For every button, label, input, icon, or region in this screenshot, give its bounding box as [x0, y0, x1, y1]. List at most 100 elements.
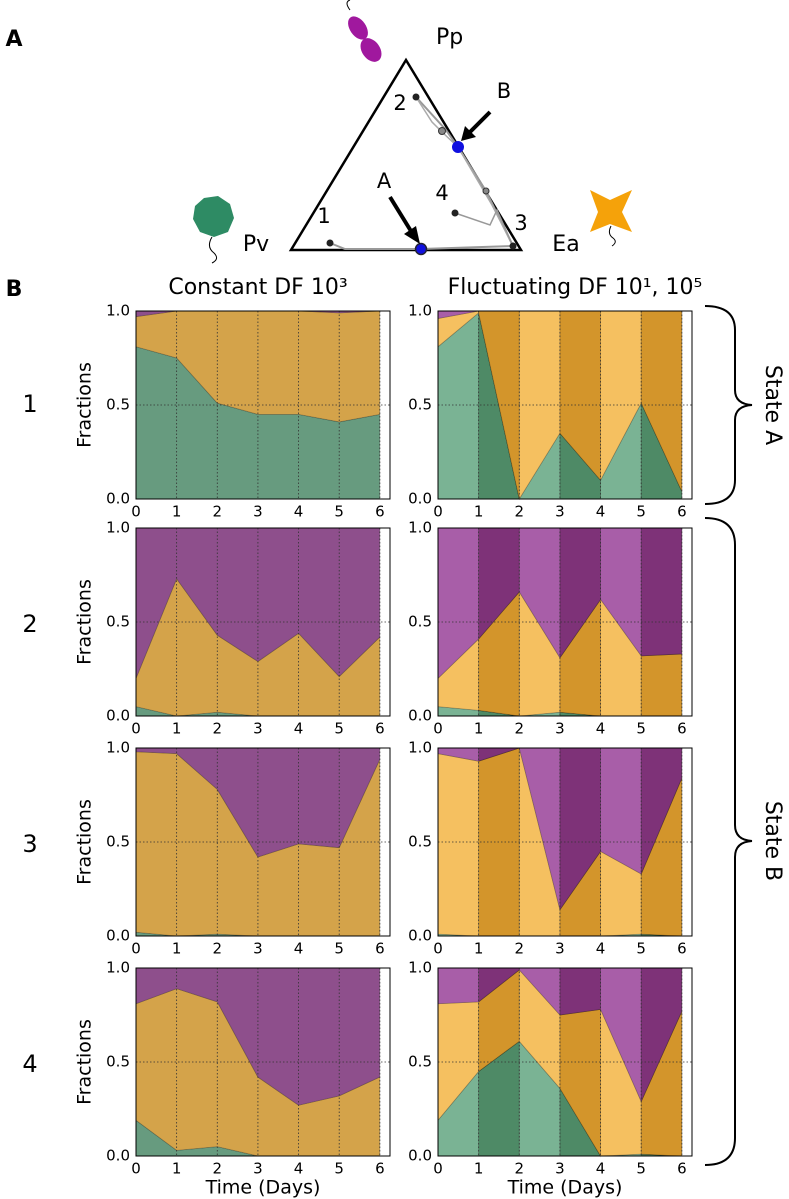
plot-frame	[437, 527, 693, 717]
x-tick-label: 5	[636, 503, 646, 521]
y-tick-label: 0.5	[106, 1053, 130, 1071]
state-label: B	[497, 79, 511, 103]
x-tick-label: 2	[515, 940, 525, 958]
y-tick-label: 1.0	[408, 302, 432, 320]
x-tick-label: 5	[334, 720, 344, 738]
point-label: 3	[514, 211, 527, 235]
y-tick-label: 0.5	[106, 833, 130, 851]
chart: 0 1 2 3 4 5 6 0.0 0.5 1.0	[408, 739, 693, 958]
x-tick-label: 3	[253, 1160, 263, 1178]
x-tick-label: 3	[555, 503, 565, 521]
y-tick-label: 1.0	[106, 519, 130, 537]
y-tick-label: 1.0	[408, 519, 432, 537]
row-label: 2	[22, 610, 37, 638]
panel-label: B	[6, 277, 23, 302]
trajectory	[329, 242, 514, 250]
x-tick-label: 1	[172, 940, 182, 958]
y-tick-label: 0.0	[106, 1147, 130, 1165]
point-label: 1	[317, 204, 330, 228]
x-tick-label: 2	[213, 720, 223, 738]
vertex-label: Ea	[552, 232, 579, 257]
panel-label: A	[5, 27, 22, 52]
state-label: State A	[760, 365, 785, 445]
trajectory	[454, 208, 514, 247]
x-tick-label: 5	[636, 1160, 646, 1178]
x-tick-label: 0	[131, 720, 141, 738]
plot-frame	[135, 747, 391, 937]
x-tick-label: 2	[213, 503, 223, 521]
area-shade	[640, 653, 683, 717]
x-tick-label: 0	[433, 503, 443, 521]
x-tick-label: 0	[433, 940, 443, 958]
x-tick-label: 4	[294, 720, 304, 738]
chart: 0 1 2 3 4 5 6 0.0 0.5 1.0	[408, 302, 693, 521]
x-tick-label: 4	[294, 503, 304, 521]
x-tick-label: 5	[334, 1160, 344, 1178]
brace	[704, 517, 753, 1166]
plot-frame	[437, 747, 693, 937]
ternary: Pp Pv Ea 1 2 3 4 A B	[193, 0, 632, 264]
x-tick-label: 1	[474, 1160, 484, 1178]
x-tick-label: 3	[555, 1160, 565, 1178]
y-tick-label: 0.5	[106, 396, 130, 414]
x-tick-label: 0	[131, 1160, 141, 1178]
y-tick-label: 1.0	[106, 739, 130, 757]
x-tick-label: 5	[334, 940, 344, 958]
point-label: 2	[393, 91, 406, 115]
y-tick-label: 0.0	[106, 707, 130, 725]
x-tick-label: 2	[515, 503, 525, 521]
row-label: 3	[22, 830, 37, 858]
chart: 0 1 2 3 4 5 6 0.0 0.5 1.0	[408, 519, 693, 738]
x-axis-label: Time (Days)	[205, 1177, 321, 1199]
y-tick-label: 1.0	[408, 959, 432, 977]
plot-frame	[135, 527, 391, 717]
x-tick-label: 1	[474, 720, 484, 738]
state-point	[414, 242, 428, 256]
x-tick-label: 6	[375, 503, 385, 521]
area-shade	[559, 967, 601, 1016]
chart: 0 1 2 3 4 5 6 0.0 0.5 1.0 Time (Days)	[408, 959, 693, 1199]
chart: 0 1 2 3 4 5 6 0.0 0.5 1.0 Fractions	[74, 519, 391, 738]
x-axis-label: Time (Days)	[507, 1177, 623, 1199]
y-tick-label: 0.5	[408, 613, 432, 631]
x-tick-label: 5	[334, 503, 344, 521]
x-tick-label: 5	[636, 940, 646, 958]
vertex-label: Pv	[243, 232, 269, 257]
point	[451, 209, 459, 217]
column-title: Constant DF 10³	[168, 275, 347, 300]
ea-icon	[590, 190, 632, 247]
x-tick-label: 1	[172, 1160, 182, 1178]
trajectory	[415, 96, 511, 241]
x-tick-label: 1	[172, 503, 182, 521]
x-tick-label: 3	[555, 720, 565, 738]
x-tick-label: 6	[677, 1160, 687, 1178]
x-tick-label: 6	[677, 940, 687, 958]
plot-frame	[135, 310, 391, 500]
x-tick-label: 0	[131, 503, 141, 521]
x-tick-label: 4	[596, 1160, 606, 1178]
area-shade	[640, 527, 683, 657]
state-label: A	[377, 169, 392, 193]
arrow-head	[404, 226, 420, 244]
point	[412, 93, 420, 101]
x-tick-label: 1	[474, 940, 484, 958]
arrow-head	[461, 126, 476, 141]
row-label: 1	[22, 390, 37, 418]
column-title: Fluctuating DF 10¹, 10⁵	[448, 275, 703, 300]
state-point	[452, 141, 464, 153]
y-tick-label: 0.0	[408, 927, 432, 945]
pv-icon	[193, 196, 234, 264]
y-tick-label: 0.0	[408, 490, 432, 508]
y-axis-label: Fractions	[74, 799, 96, 885]
y-tick-label: 0.0	[106, 927, 130, 945]
chart: 0 1 2 3 4 5 6 0.0 0.5 1.0 Fractions	[74, 302, 391, 521]
x-tick-label: 6	[677, 720, 687, 738]
pp-icon	[346, 0, 382, 62]
row-label: 4	[22, 1050, 37, 1078]
x-tick-label: 3	[253, 720, 263, 738]
x-tick-label: 0	[433, 1160, 443, 1178]
x-tick-label: 2	[213, 1160, 223, 1178]
point	[326, 239, 334, 247]
point	[438, 127, 446, 135]
